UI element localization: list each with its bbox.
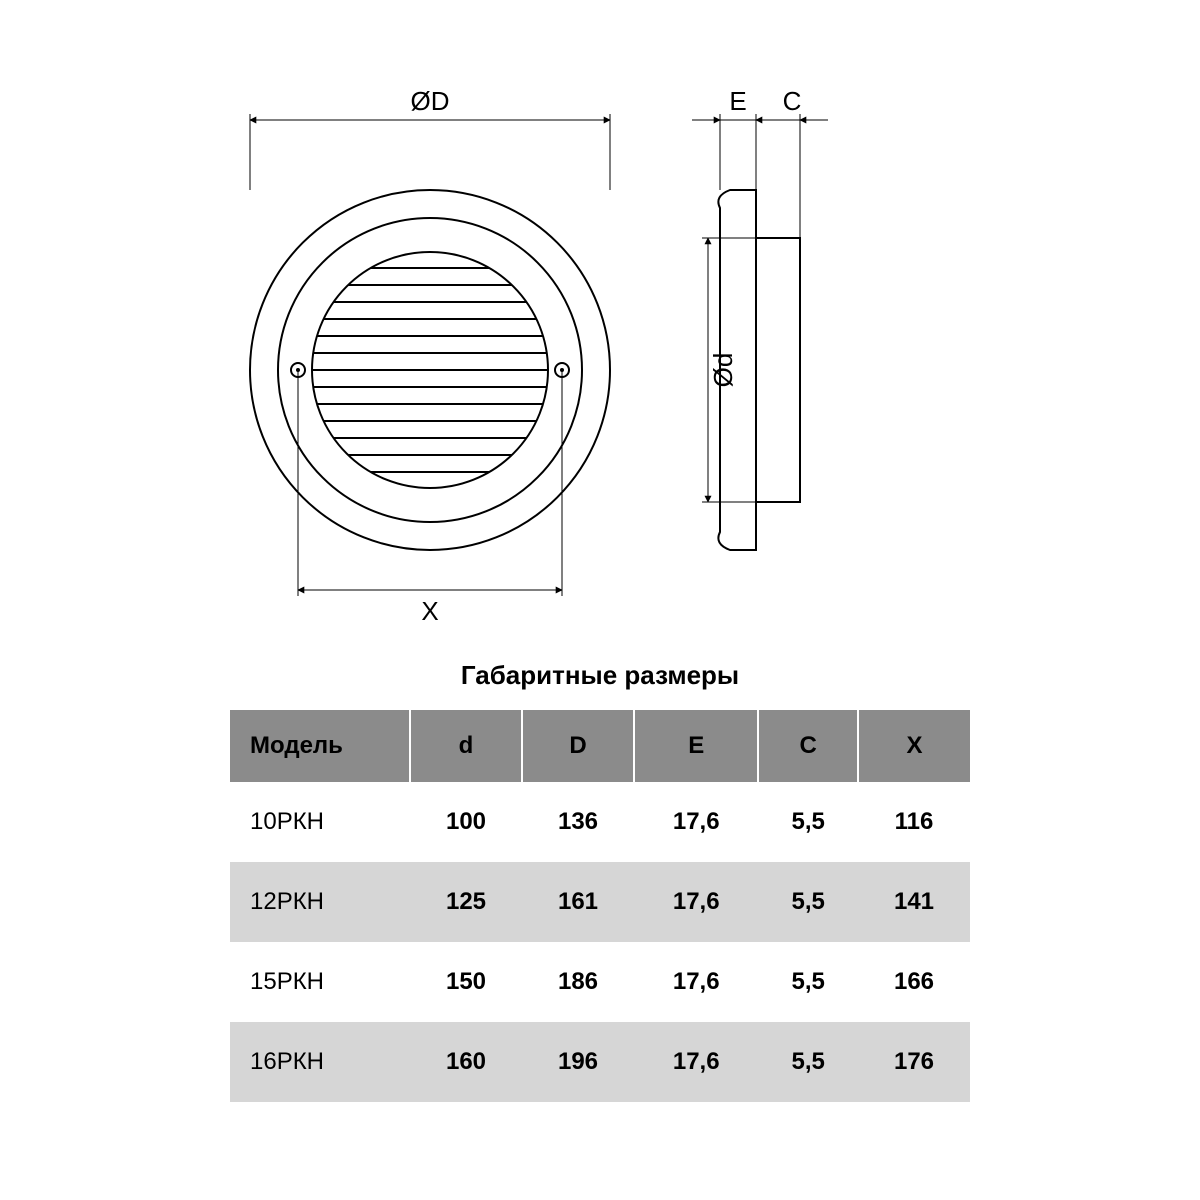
technical-diagram: ØD X E C Ød	[220, 90, 980, 630]
value-cell: 141	[858, 862, 970, 942]
value-cell: 17,6	[634, 782, 758, 862]
svg-text:E: E	[729, 90, 746, 116]
svg-text:X: X	[421, 596, 438, 626]
value-cell: 17,6	[634, 862, 758, 942]
table-row: 10РКН10013617,65,5116	[230, 782, 970, 862]
col-header: d	[410, 710, 522, 782]
model-cell: 10РКН	[230, 782, 410, 862]
value-cell: 5,5	[758, 1022, 858, 1102]
value-cell: 125	[410, 862, 522, 942]
col-header: E	[634, 710, 758, 782]
value-cell: 176	[858, 1022, 970, 1102]
svg-text:ØD: ØD	[411, 90, 450, 116]
table-title: Габаритные размеры	[0, 660, 1200, 691]
value-cell: 17,6	[634, 1022, 758, 1102]
svg-text:Ød: Ød	[708, 353, 738, 388]
value-cell: 5,5	[758, 782, 858, 862]
table-row: 15РКН15018617,65,5166	[230, 942, 970, 1022]
value-cell: 136	[522, 782, 634, 862]
value-cell: 17,6	[634, 942, 758, 1022]
model-cell: 16РКН	[230, 1022, 410, 1102]
col-header: C	[758, 710, 858, 782]
table-row: 12РКН12516117,65,5141	[230, 862, 970, 942]
col-header: D	[522, 710, 634, 782]
col-header: Модель	[230, 710, 410, 782]
table-row: 16РКН16019617,65,5176	[230, 1022, 970, 1102]
svg-text:C: C	[783, 90, 802, 116]
model-cell: 15РКН	[230, 942, 410, 1022]
col-header: X	[858, 710, 970, 782]
value-cell: 166	[858, 942, 970, 1022]
value-cell: 5,5	[758, 942, 858, 1022]
dimensions-table: МодельdDECX 10РКН10013617,65,511612РКН12…	[230, 710, 970, 1102]
value-cell: 5,5	[758, 862, 858, 942]
model-cell: 12РКН	[230, 862, 410, 942]
value-cell: 150	[410, 942, 522, 1022]
value-cell: 196	[522, 1022, 634, 1102]
value-cell: 116	[858, 782, 970, 862]
value-cell: 100	[410, 782, 522, 862]
value-cell: 186	[522, 942, 634, 1022]
value-cell: 161	[522, 862, 634, 942]
value-cell: 160	[410, 1022, 522, 1102]
